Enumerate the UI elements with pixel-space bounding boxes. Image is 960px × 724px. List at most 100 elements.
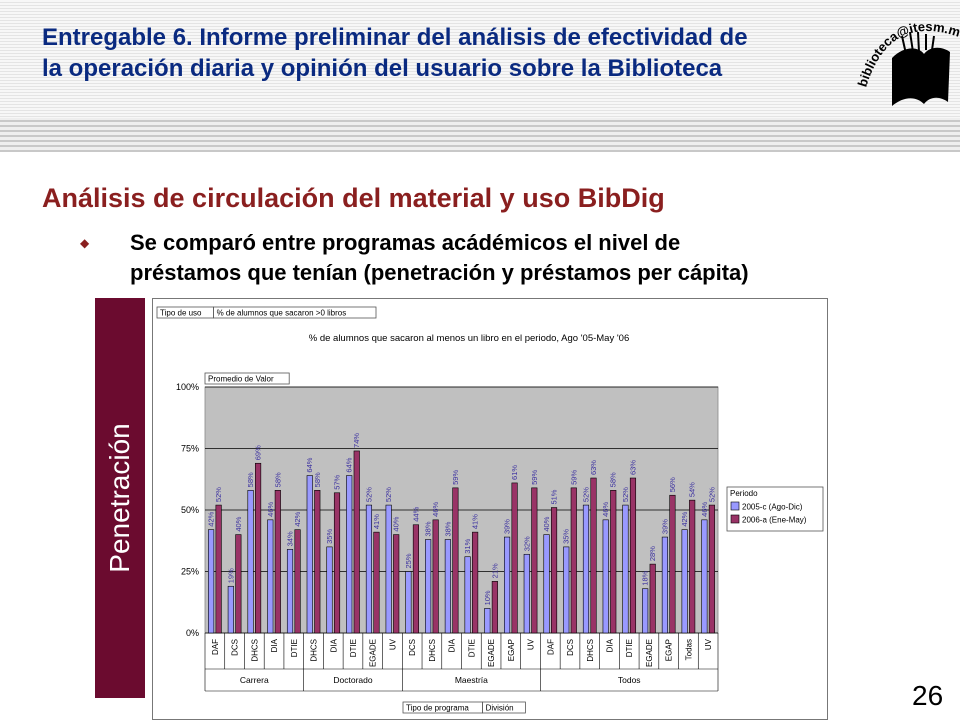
bar-s1-15 bbox=[504, 536, 511, 634]
data-label: 28% bbox=[648, 546, 657, 561]
bar-s1-8 bbox=[365, 504, 373, 634]
data-label: 69% bbox=[254, 445, 263, 460]
bar-s2-13 bbox=[472, 531, 479, 634]
data-label: 34% bbox=[286, 531, 295, 546]
data-label: 63% bbox=[628, 460, 637, 475]
bar-s2-16 bbox=[531, 487, 538, 634]
bar-s1-24 bbox=[681, 529, 688, 634]
pivot-bottom-field-1[interactable] bbox=[482, 701, 526, 714]
bar-s1-4 bbox=[286, 549, 294, 634]
bar-s1-21 bbox=[622, 504, 629, 634]
bar-s2-5 bbox=[314, 490, 321, 634]
data-label: 38% bbox=[424, 521, 433, 536]
data-label: 46% bbox=[700, 501, 709, 516]
data-label: 40% bbox=[542, 516, 551, 531]
x-tick-label: DAF bbox=[546, 639, 555, 655]
bar-s2-24 bbox=[689, 499, 696, 634]
bar-s2-11 bbox=[432, 519, 439, 634]
x-tick-label: DCS bbox=[408, 639, 417, 656]
data-label: 31% bbox=[463, 538, 472, 553]
x-tick-label: DIA bbox=[605, 638, 614, 652]
data-label: 46% bbox=[601, 501, 610, 516]
data-label: 59% bbox=[530, 470, 539, 485]
bar-s2-9 bbox=[393, 534, 400, 634]
x-tick-label: DHCS bbox=[586, 639, 595, 662]
x-tick-label: EGADE bbox=[487, 639, 496, 667]
bar-s1-16 bbox=[523, 553, 530, 634]
group-label-1: Doctorado bbox=[333, 675, 372, 685]
data-label: 58% bbox=[246, 472, 255, 487]
bar-s2-23 bbox=[669, 494, 676, 634]
bar-s2-20 bbox=[610, 490, 617, 634]
chart-svg: Tipo de uso % de alumnos que sacaron >0 l… bbox=[156, 306, 824, 714]
data-label: 21% bbox=[490, 563, 499, 578]
bar-s1-14 bbox=[484, 608, 491, 634]
bar-s2-17 bbox=[550, 507, 558, 634]
data-label: 38% bbox=[443, 521, 452, 536]
x-tick-label: DHCS bbox=[310, 639, 319, 662]
bar-s1-17 bbox=[543, 534, 550, 634]
legend-title: Periodo bbox=[730, 489, 758, 498]
bar-s1-0 bbox=[208, 529, 215, 634]
side-label-band: Penetración bbox=[95, 298, 145, 698]
data-label: 51% bbox=[550, 489, 559, 504]
data-label: 44% bbox=[411, 506, 420, 521]
x-tick-label: DTIE bbox=[625, 639, 634, 657]
x-tick-label: UV bbox=[527, 638, 536, 650]
bar-s1-20 bbox=[602, 519, 609, 634]
data-field-field-0[interactable] bbox=[204, 372, 290, 385]
y-tick-label: 0% bbox=[186, 628, 199, 638]
library-logo: biblioteca@itesm.mx bbox=[852, 6, 960, 106]
slide-title-line-2: la operación diaria y opinión del usuari… bbox=[42, 55, 723, 82]
bar-s2-18 bbox=[570, 487, 577, 634]
data-label: 40% bbox=[234, 516, 243, 531]
x-tick-label: Todas bbox=[684, 639, 693, 660]
pivot-top-field-label: % de alumnos que sacaron >0 libros bbox=[217, 309, 347, 318]
data-label: 46% bbox=[431, 501, 440, 516]
data-label: 19% bbox=[226, 568, 235, 583]
data-label: 40% bbox=[392, 516, 401, 531]
data-label: 46% bbox=[266, 501, 275, 516]
legend-swatch-1 bbox=[730, 501, 740, 511]
bar-s1-22 bbox=[642, 588, 649, 634]
legend-box bbox=[726, 486, 824, 532]
data-label: 52% bbox=[214, 487, 223, 502]
data-label: 58% bbox=[609, 472, 618, 487]
legend-label-1: 2005-c (Ago-Dic) bbox=[742, 503, 803, 512]
data-label: 59% bbox=[569, 470, 578, 485]
data-label: 41% bbox=[471, 514, 480, 529]
bar-s1-23 bbox=[661, 536, 668, 634]
bar-s1-1 bbox=[227, 585, 234, 634]
bar-s1-11 bbox=[425, 539, 432, 634]
data-label: 56% bbox=[668, 477, 677, 492]
pivot-top-field-1[interactable] bbox=[213, 306, 377, 319]
y-tick-label: 50% bbox=[181, 505, 199, 515]
data-label: 52% bbox=[581, 487, 590, 502]
data-label: 52% bbox=[621, 487, 630, 502]
data-label: 52% bbox=[707, 487, 716, 502]
legend-swatch-2 bbox=[730, 514, 740, 524]
bar-s2-12 bbox=[452, 487, 459, 634]
pivot-chart: Tipo de uso % de alumnos que sacaron >0 l… bbox=[152, 298, 828, 720]
page-number: 26 bbox=[912, 680, 944, 711]
y-tick-label: 100% bbox=[176, 382, 199, 392]
bar-s2-8 bbox=[373, 531, 380, 634]
x-tick-label: DTIE bbox=[349, 639, 358, 657]
x-tick-label: UV bbox=[388, 638, 397, 650]
group-label-2: Maestría bbox=[455, 675, 488, 685]
data-label: 41% bbox=[372, 514, 381, 529]
data-label: 18% bbox=[641, 570, 650, 585]
pivot-bottom-field-label: Tipo de programa bbox=[406, 704, 469, 713]
header-stripes bbox=[0, 118, 960, 152]
data-label: 74% bbox=[352, 433, 361, 448]
bullet-text: Se comparó entre programas acádémicos el… bbox=[130, 228, 890, 288]
data-label: 25% bbox=[404, 553, 413, 568]
group-label-3: Todos bbox=[618, 675, 641, 685]
x-tick-label: DHCS bbox=[428, 639, 437, 662]
data-label: 32% bbox=[522, 536, 531, 551]
data-field-field-label: Promedio de Valor bbox=[208, 375, 274, 384]
bar-s1-18 bbox=[563, 546, 570, 634]
x-tick-label: EGAP bbox=[665, 639, 674, 661]
data-label: 35% bbox=[325, 529, 334, 544]
x-tick-label: EGADE bbox=[645, 639, 654, 667]
